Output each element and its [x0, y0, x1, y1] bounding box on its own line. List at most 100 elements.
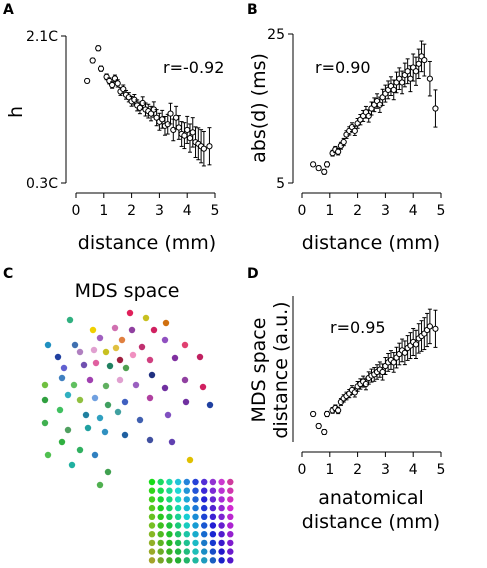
mds-point — [76, 396, 84, 404]
mds-point — [64, 391, 72, 399]
color-grid-dot — [174, 531, 182, 538]
color-grid-dot — [227, 496, 234, 503]
color-grid-dot — [183, 504, 190, 512]
color-grid-dot — [148, 539, 156, 547]
color-grid-dot — [192, 504, 199, 512]
mds-point — [122, 364, 130, 372]
color-grid-dot — [174, 539, 182, 547]
color-grid-dot — [174, 487, 182, 494]
color-grid-dot — [209, 487, 217, 494]
panel-a-x-tick-label: 5 — [211, 203, 220, 219]
panel-a-point — [200, 145, 207, 152]
mds-point — [76, 446, 84, 454]
panel-a-point — [189, 129, 196, 136]
color-grid-dot — [209, 504, 217, 512]
color-grid-dot — [201, 539, 208, 547]
panel-b-point — [365, 112, 372, 120]
color-grid-dot — [183, 557, 190, 564]
mds-point — [54, 353, 62, 361]
panel-a-point — [114, 80, 121, 87]
mds-point — [161, 384, 169, 392]
panel-b-y-tick-label: 25 — [267, 27, 285, 43]
mds-point — [148, 371, 156, 379]
panel-b-point — [321, 168, 328, 175]
panel-b-x-label: distance (mm) — [302, 232, 440, 254]
mds-point — [44, 341, 52, 349]
panel-d-point — [390, 359, 397, 366]
color-grid-dot — [218, 539, 225, 547]
panel-d-x-tick-label: 4 — [409, 462, 418, 478]
panel-a: 2.1C 0.3C h 0 1 2 3 4 5 distance (mm) r=-0.92 — [5, 29, 224, 254]
panel-b-point — [415, 60, 422, 67]
mds-point — [58, 374, 66, 382]
panel-d-point — [412, 341, 420, 348]
panel-d-point — [379, 368, 386, 376]
color-grid-dot — [157, 513, 164, 520]
panel-d-correlation: r=0.95 — [330, 318, 386, 337]
color-grid-dot — [166, 531, 173, 538]
mds-point — [121, 431, 129, 439]
panel-c: MDS space — [41, 280, 234, 564]
panel-b-point — [315, 165, 322, 172]
color-grid-dot — [218, 513, 225, 520]
panel-d-y-label-line2: distance (a.u.) — [270, 301, 292, 438]
mds-point — [96, 481, 104, 489]
mds-point — [91, 451, 99, 459]
mds-point — [146, 436, 154, 444]
panel-b-point — [310, 161, 317, 168]
panel-a-point — [136, 104, 144, 111]
mds-point — [92, 359, 100, 367]
mds-point — [86, 376, 94, 384]
panel-a-x-tick-label: 4 — [183, 203, 192, 219]
mds-point — [82, 411, 90, 419]
panel-b-point — [323, 161, 331, 168]
mds-point — [96, 414, 104, 422]
mds-point — [76, 348, 84, 356]
panel-d-point — [401, 349, 408, 356]
color-grid-dot — [218, 522, 225, 529]
mds-point — [181, 341, 189, 349]
color-grid-dot — [157, 557, 164, 564]
color-grid-dot — [201, 478, 208, 486]
mds-point — [132, 381, 140, 389]
mds-point — [84, 424, 92, 432]
mds-point — [90, 346, 98, 354]
mds-point — [168, 438, 176, 446]
panel-b-letter: B — [247, 2, 258, 18]
color-grid-dot — [183, 487, 190, 494]
panel-b-point — [404, 68, 411, 75]
panel-d-points — [310, 308, 439, 436]
color-grid-dot — [183, 539, 190, 547]
mds-point — [121, 398, 129, 406]
panel-d-x-tick-label: 2 — [353, 462, 362, 478]
mds-point — [41, 381, 49, 389]
mds-point — [126, 309, 134, 317]
color-grid-dot — [157, 487, 164, 494]
mds-point — [112, 344, 120, 352]
panel-a-points — [84, 45, 213, 167]
color-grid-dot — [192, 539, 199, 547]
panel-a-x-label: distance (mm) — [78, 232, 216, 254]
mds-point — [71, 341, 79, 349]
panel-d-point — [432, 325, 439, 332]
color-grid-dot — [183, 522, 190, 529]
panel-a-point — [170, 126, 177, 134]
color-grid-dot — [218, 496, 225, 503]
color-grid-dot — [192, 496, 199, 503]
panel-a-point — [184, 126, 191, 134]
panel-b-point — [390, 86, 397, 93]
color-grid-dot — [201, 522, 208, 529]
mds-point — [102, 382, 110, 390]
color-grid-dot — [148, 522, 156, 529]
color-grid-dot — [174, 478, 182, 486]
panel-d-x-tick-label: 1 — [325, 462, 334, 478]
panel-a-point — [84, 77, 91, 85]
color-grid-dot — [148, 531, 156, 538]
color-grid-dot — [192, 548, 199, 555]
color-grid-dot — [201, 531, 208, 538]
color-grid-dot — [166, 548, 173, 555]
panel-d-letter: D — [247, 266, 259, 282]
color-grid-dot — [166, 504, 173, 512]
color-grid-dot — [157, 522, 164, 529]
mds-point — [89, 326, 97, 334]
